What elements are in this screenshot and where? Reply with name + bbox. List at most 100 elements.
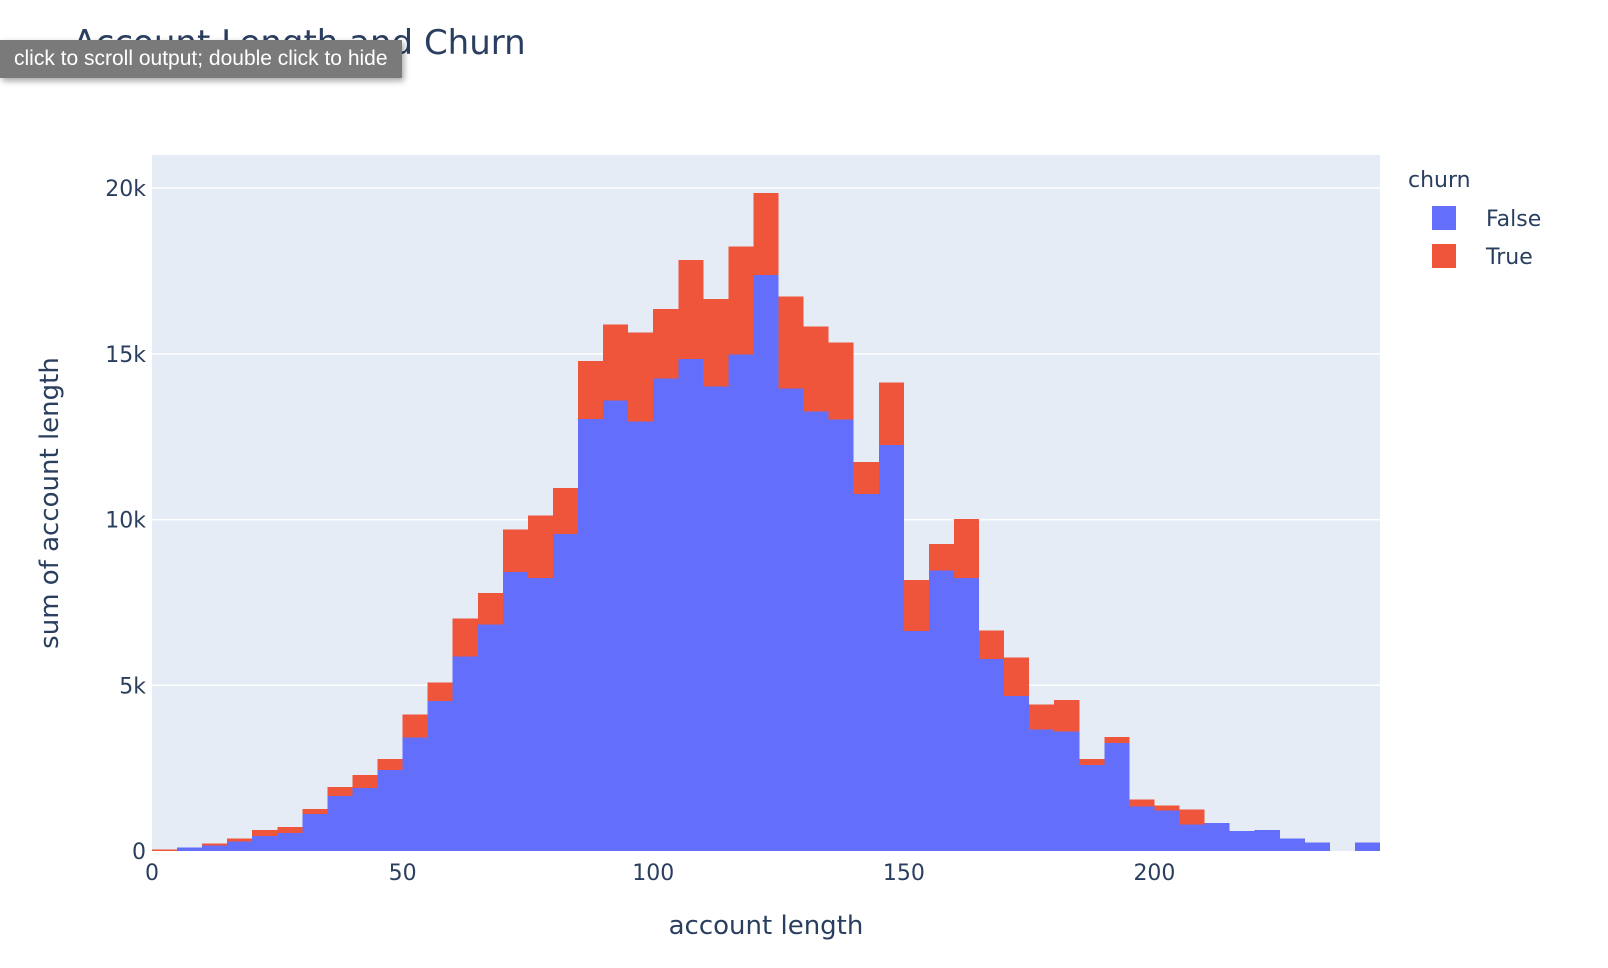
bar-false[interactable] [1254,830,1280,851]
bar-true[interactable] [527,515,553,579]
bar-true[interactable] [1104,736,1130,743]
bar-true[interactable] [703,299,729,387]
bar-true[interactable] [452,618,478,657]
bar-false[interactable] [628,421,654,851]
bar-false[interactable] [928,570,954,851]
bar-false[interactable] [427,700,453,851]
bar-false[interactable] [352,788,378,851]
bar-true[interactable] [1004,657,1030,696]
bar-false[interactable] [277,833,303,851]
bar-false[interactable] [252,835,278,851]
bar-true[interactable] [979,630,1005,659]
bar-true[interactable] [778,296,804,389]
bar-true[interactable] [828,342,854,420]
bar-false[interactable] [477,624,503,851]
bar-true[interactable] [252,829,278,836]
bar-true[interactable] [502,529,528,572]
bar-false[interactable] [1079,764,1105,851]
legend-item-false[interactable]: False [1432,206,1541,232]
bar-false[interactable] [177,847,203,851]
legend-swatch-false [1432,206,1456,230]
bar-true[interactable] [603,324,629,401]
bar-false[interactable] [979,658,1005,851]
bar-false[interactable] [1154,810,1180,851]
bar-false[interactable] [753,274,779,851]
legend-title: churn [1408,168,1471,193]
bar-true[interactable] [227,838,253,842]
bar-false[interactable] [1004,695,1030,851]
bar-false[interactable] [778,388,804,851]
bar-true[interactable] [302,809,328,814]
bar-false[interactable] [828,419,854,851]
bar-false[interactable] [1204,823,1230,851]
bar-false[interactable] [452,656,478,851]
bar-true[interactable] [853,461,879,495]
bar-false[interactable] [202,845,228,851]
bar-true[interactable] [327,787,353,796]
bar-false[interactable] [728,354,754,851]
bar-false[interactable] [302,813,328,851]
bar-false[interactable] [653,378,679,851]
bar-true[interactable] [202,843,228,846]
bar-false[interactable] [853,494,879,851]
bar-false[interactable] [1129,806,1155,851]
scroll-output-tooltip[interactable]: click to scroll output; double click to … [0,40,402,78]
bar-true[interactable] [427,682,453,701]
bar-false[interactable] [603,400,629,851]
bar-true[interactable] [1054,699,1080,732]
bar-false[interactable] [1354,842,1380,851]
bar-false[interactable] [1104,742,1130,851]
bar-true[interactable] [352,774,378,789]
x-tick-label: 50 [389,861,417,886]
bar-true[interactable] [1179,809,1205,825]
legend-item-true[interactable]: True [1432,244,1533,270]
bar-true[interactable] [903,580,929,631]
bar-false[interactable] [953,578,980,851]
bar-true[interactable] [152,849,178,851]
bar-false[interactable] [1054,731,1080,851]
bar-false[interactable] [402,737,428,851]
bar-true[interactable] [552,488,579,535]
bar-false[interactable] [1279,838,1305,851]
bar-false[interactable] [578,419,604,851]
series-true [152,192,1205,851]
bar-true[interactable] [477,593,503,625]
bar-false[interactable] [527,578,553,851]
y-tick-label: 20k [105,177,146,202]
bar-true[interactable] [1154,805,1180,811]
bar-false[interactable] [377,770,403,851]
bar-true[interactable] [678,260,704,359]
bar-true[interactable] [1129,799,1155,807]
bar-false[interactable] [1029,729,1055,851]
bar-true[interactable] [277,827,303,834]
bar-true[interactable] [728,246,754,355]
bar-true[interactable] [377,758,403,771]
bar-false[interactable] [878,445,904,851]
bar-true[interactable] [578,360,604,420]
bar-false[interactable] [1304,842,1330,851]
bar-false[interactable] [327,795,353,851]
bar-true[interactable] [402,714,428,738]
bar-true[interactable] [1029,704,1055,730]
bar-false[interactable] [803,411,829,851]
bar-false[interactable] [502,571,528,851]
legend[interactable]: churn False True [1408,168,1541,270]
bar-true[interactable] [878,382,904,445]
legend-label-true: True [1485,245,1533,270]
bar-true[interactable] [653,308,679,379]
bar-true[interactable] [753,192,779,275]
bar-false[interactable] [703,386,729,851]
bar-false[interactable] [1229,831,1255,851]
bar-true[interactable] [628,332,654,422]
bar-true[interactable] [928,544,954,571]
bar-false[interactable] [678,358,704,851]
bars [152,192,1380,851]
bar-true[interactable] [803,326,829,412]
bar-true[interactable] [1079,758,1105,765]
legend-label-false: False [1486,207,1541,232]
bar-false[interactable] [903,630,929,851]
bar-true[interactable] [953,519,980,579]
bar-false[interactable] [1179,824,1205,851]
bar-false[interactable] [227,841,253,851]
bar-false[interactable] [552,534,579,851]
